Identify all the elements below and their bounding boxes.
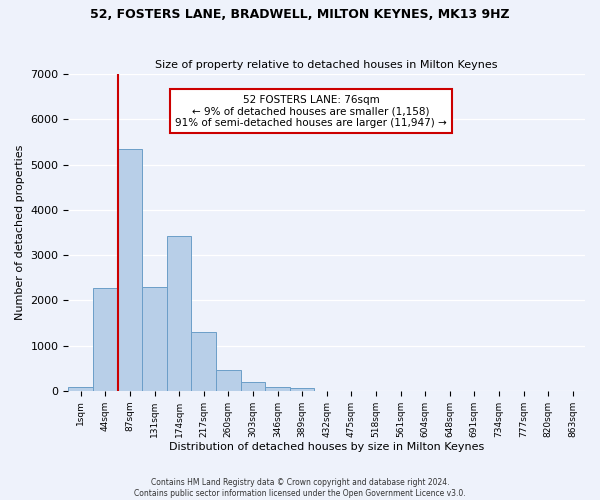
Text: 52, FOSTERS LANE, BRADWELL, MILTON KEYNES, MK13 9HZ: 52, FOSTERS LANE, BRADWELL, MILTON KEYNE… [90,8,510,20]
Bar [265,387,290,391]
Bar [118,148,142,391]
X-axis label: Distribution of detached houses by size in Milton Keynes: Distribution of detached houses by size … [169,442,484,452]
Bar [93,288,118,391]
Bar [191,332,216,391]
Bar [142,287,167,391]
Bar [68,388,93,391]
Bar [167,236,191,391]
Text: Contains HM Land Registry data © Crown copyright and database right 2024.
Contai: Contains HM Land Registry data © Crown c… [134,478,466,498]
Bar [216,370,241,391]
Text: 52 FOSTERS LANE: 76sqm
← 9% of detached houses are smaller (1,158)
91% of semi-d: 52 FOSTERS LANE: 76sqm ← 9% of detached … [175,94,447,128]
Y-axis label: Number of detached properties: Number of detached properties [15,145,25,320]
Bar [241,382,265,391]
Title: Size of property relative to detached houses in Milton Keynes: Size of property relative to detached ho… [155,60,498,70]
Bar [290,388,314,391]
